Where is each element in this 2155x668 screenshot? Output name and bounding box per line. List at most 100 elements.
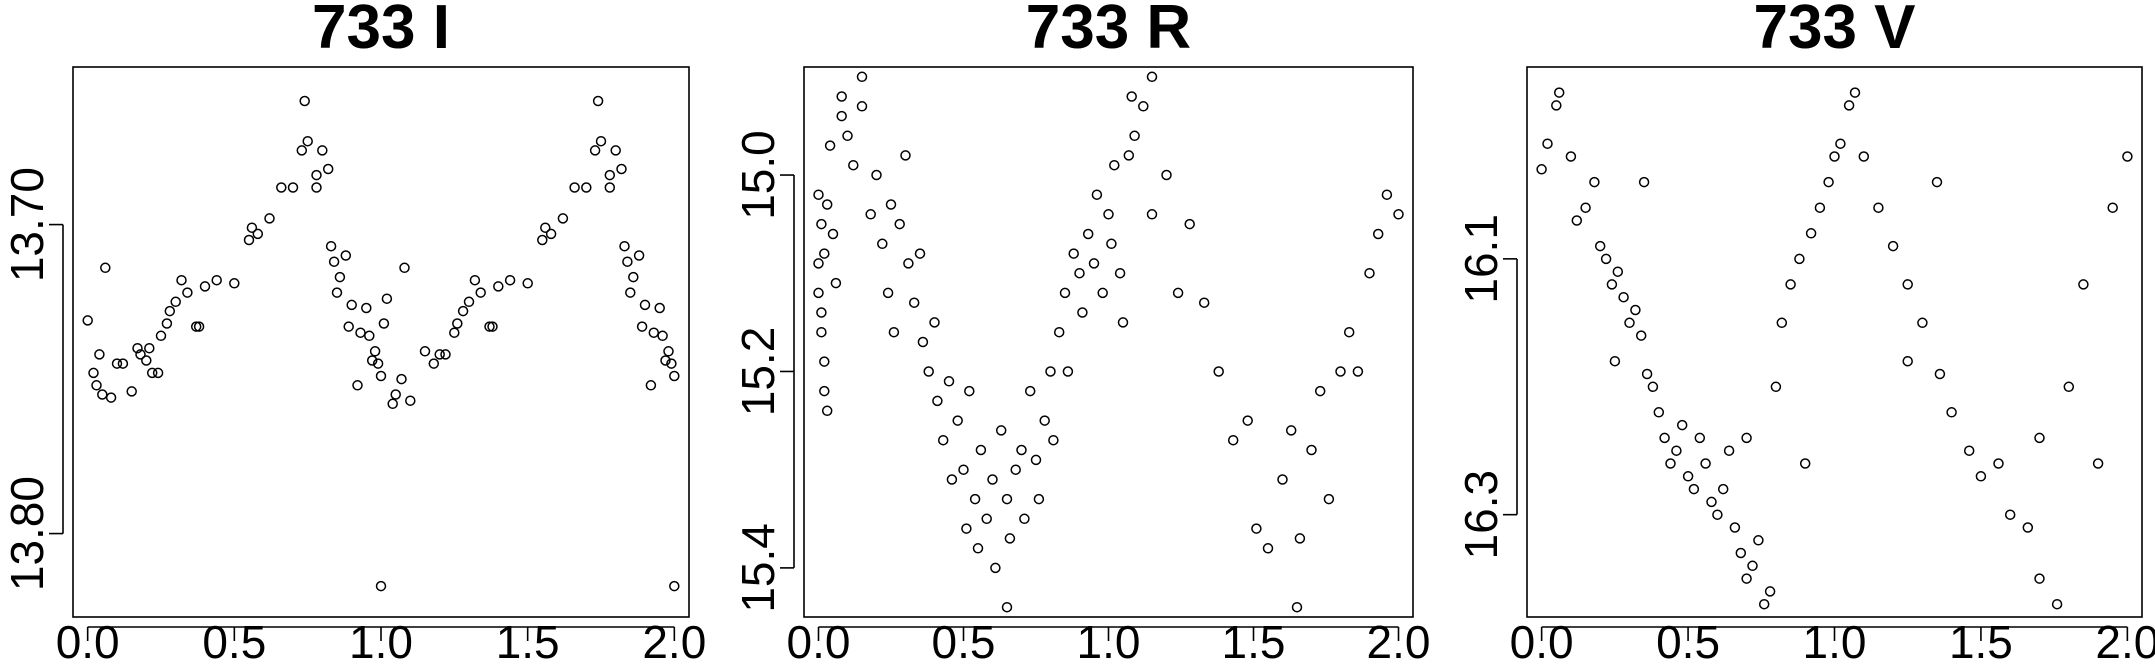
data-point bbox=[144, 342, 155, 354]
data-point bbox=[654, 302, 665, 314]
data-point bbox=[1682, 471, 1694, 482]
data-point bbox=[1849, 87, 1861, 98]
data-point bbox=[958, 464, 969, 475]
data-point bbox=[1114, 267, 1126, 279]
data-point bbox=[1776, 317, 1788, 329]
data-point bbox=[1001, 493, 1013, 505]
data-point bbox=[589, 145, 601, 156]
data-point bbox=[964, 385, 975, 397]
data-point bbox=[1873, 202, 1884, 213]
data-point bbox=[545, 228, 557, 240]
y-tick-label: 15.4 bbox=[732, 523, 784, 613]
data-point bbox=[1835, 138, 1846, 149]
data-point bbox=[877, 238, 888, 250]
data-point bbox=[1097, 287, 1108, 299]
data-point bbox=[871, 169, 882, 181]
chart-panel-733-i: 733 I 0.0 0.5 1.0 1.5 2.0 13.70 13.80 bbox=[1, 0, 706, 668]
data-point bbox=[340, 250, 352, 261]
data-point bbox=[390, 389, 401, 400]
data-point bbox=[1074, 267, 1085, 279]
data-point bbox=[1004, 533, 1016, 544]
data-point bbox=[334, 271, 346, 283]
data-point bbox=[504, 274, 516, 286]
data-point bbox=[1729, 522, 1741, 533]
data-point bbox=[1381, 189, 1393, 200]
data-point bbox=[2107, 202, 2118, 213]
y-tick-label: 13.70 bbox=[1, 167, 53, 282]
data-point bbox=[1712, 509, 1723, 520]
data-point bbox=[302, 135, 313, 147]
data-point bbox=[1700, 458, 1711, 469]
y-tick-label: 15.0 bbox=[732, 130, 784, 220]
data-point bbox=[1262, 543, 1274, 554]
data-point bbox=[2092, 458, 2104, 469]
data-point bbox=[1277, 474, 1288, 485]
x-tick-label: 1.0 bbox=[349, 616, 413, 668]
data-point bbox=[819, 248, 830, 259]
data-point bbox=[2034, 432, 2045, 444]
data-point bbox=[1618, 291, 1629, 303]
data-point bbox=[1045, 366, 1056, 377]
data-point bbox=[170, 296, 181, 308]
x-tick-label: 2.0 bbox=[642, 616, 706, 668]
data-point bbox=[540, 222, 551, 233]
data-point bbox=[190, 321, 202, 332]
data-point bbox=[990, 562, 1001, 574]
data-point bbox=[343, 321, 354, 332]
data-point bbox=[1343, 326, 1355, 338]
x-tick-label: 0.0 bbox=[56, 616, 120, 668]
data-point bbox=[100, 262, 111, 274]
data-point bbox=[1109, 159, 1120, 171]
data-point bbox=[987, 474, 998, 485]
data-point bbox=[908, 297, 920, 308]
data-point bbox=[821, 405, 833, 417]
data-point bbox=[1723, 445, 1735, 456]
data-point bbox=[1600, 253, 1612, 265]
data-point bbox=[1553, 87, 1565, 98]
data-point bbox=[1352, 366, 1364, 377]
x-tick-label: 0.0 bbox=[787, 616, 851, 668]
data-point bbox=[660, 355, 671, 366]
data-point bbox=[1858, 151, 1870, 162]
data-point bbox=[440, 349, 451, 360]
data-point bbox=[669, 370, 680, 382]
data-point bbox=[569, 182, 580, 193]
data-point bbox=[969, 493, 981, 505]
data-point bbox=[229, 278, 240, 289]
data-point bbox=[1823, 176, 1834, 188]
data-point bbox=[243, 234, 255, 246]
data-point bbox=[1741, 432, 1752, 444]
data-point bbox=[94, 349, 105, 360]
data-point bbox=[276, 182, 287, 193]
data-point bbox=[1213, 366, 1224, 377]
data-point bbox=[636, 321, 648, 332]
data-point bbox=[428, 358, 440, 369]
data-point bbox=[264, 213, 275, 224]
data-point bbox=[1659, 432, 1670, 444]
data-point bbox=[2022, 522, 2034, 533]
data-point bbox=[604, 169, 616, 181]
data-point bbox=[1931, 176, 1943, 188]
data-point bbox=[657, 330, 668, 342]
data-point bbox=[1934, 368, 1946, 380]
chart-panel-733-v: 733 V 0.0 0.5 1.0 1.5 2.0 16.1 16.3 bbox=[1455, 0, 2155, 668]
data-point bbox=[914, 248, 926, 259]
data-point bbox=[1887, 240, 1899, 252]
data-point bbox=[666, 358, 677, 369]
x-tick-label: 0.5 bbox=[932, 616, 996, 668]
data-point bbox=[132, 342, 143, 354]
chart-title: 733 V bbox=[1753, 0, 1915, 62]
data-point bbox=[1062, 366, 1074, 377]
data-point bbox=[648, 327, 660, 338]
data-point bbox=[813, 189, 824, 200]
data-point bbox=[1251, 523, 1262, 534]
data-point bbox=[619, 240, 630, 252]
data-point bbox=[475, 287, 486, 298]
data-point bbox=[882, 287, 894, 299]
data-point bbox=[1694, 432, 1706, 444]
data-point bbox=[1138, 101, 1149, 112]
data-point bbox=[2078, 279, 2089, 290]
data-point bbox=[287, 182, 299, 193]
data-point bbox=[885, 199, 897, 210]
